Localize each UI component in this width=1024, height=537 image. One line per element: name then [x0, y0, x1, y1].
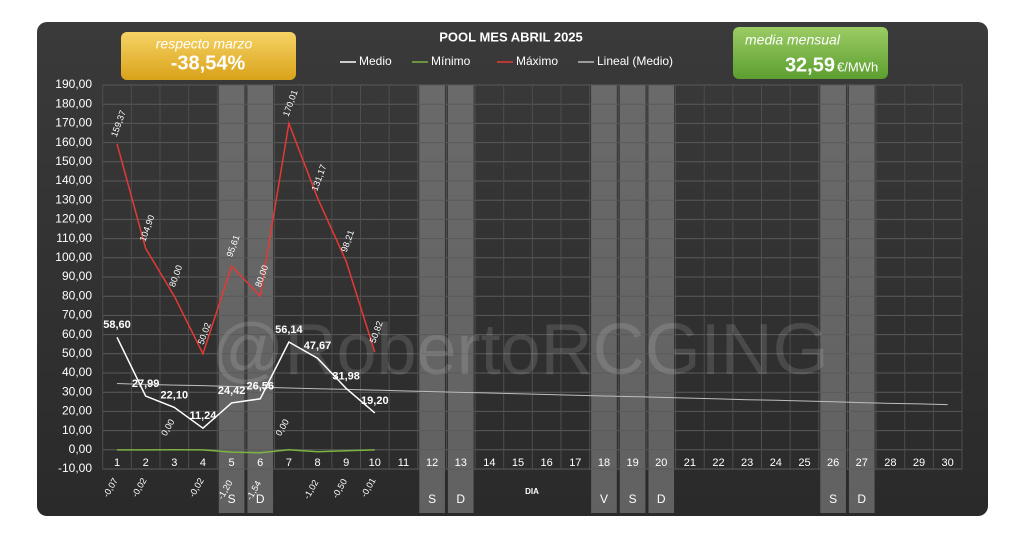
- chart-title: POOL MES ABRIL 2025: [439, 29, 583, 44]
- x-tick-label: 28: [884, 457, 896, 469]
- y-tick-label: 90,00: [62, 269, 92, 283]
- x-tick-label: 1: [114, 457, 120, 469]
- y-tick-label: 180,00: [55, 96, 92, 110]
- weekend-band: [619, 85, 646, 513]
- x-tick-label: 14: [483, 457, 495, 469]
- x-tick-label: 29: [913, 457, 925, 469]
- value-label: 47,67: [304, 340, 332, 352]
- y-tick-label: 30,00: [62, 384, 92, 398]
- y-tick-label: 130,00: [55, 192, 92, 206]
- weekend-label: S: [829, 492, 837, 506]
- y-tick-label: 160,00: [55, 135, 92, 149]
- x-tick-label: 20: [655, 457, 667, 469]
- y-tick-label: 140,00: [55, 173, 92, 187]
- x-tick-label: 21: [684, 457, 696, 469]
- y-tick-label: 120,00: [55, 212, 92, 226]
- value-label: 22,10: [161, 389, 189, 401]
- x-tick-label: 30: [942, 457, 954, 469]
- series-line: [116, 120, 376, 356]
- weekend-label: S: [228, 492, 236, 506]
- legend-label: Mínimo: [431, 54, 471, 68]
- value-label: 26,56: [246, 381, 274, 393]
- x-tick-label: 16: [541, 457, 553, 469]
- x-tick-label: 18: [598, 457, 610, 469]
- series-line: [117, 449, 375, 454]
- box-title: media mensual: [745, 32, 841, 48]
- weekend-band: [648, 85, 675, 513]
- x-tick-label: 12: [426, 457, 438, 469]
- x-tick-label: 25: [798, 457, 810, 469]
- value-label: 11,24: [189, 410, 217, 422]
- legend-label: Lineal (Medio): [597, 54, 673, 68]
- box-title: respecto marzo: [156, 36, 253, 52]
- x-tick-label: 13: [455, 457, 467, 469]
- x-tick-label: 6: [257, 457, 263, 469]
- y-tick-label: 10,00: [62, 423, 92, 437]
- y-tick-label: 170,00: [55, 116, 92, 130]
- box-value: 32,59: [785, 54, 835, 76]
- y-tick-label: 110,00: [56, 231, 92, 245]
- weekend-label: S: [629, 492, 637, 506]
- y-tick-label: 40,00: [62, 365, 92, 379]
- weekend-band: [591, 85, 617, 513]
- watermark: @RobertoRCGING: [211, 310, 828, 390]
- weekend-band: [419, 85, 445, 513]
- x-tick-label: 23: [741, 457, 753, 469]
- y-tick-label: 0,00: [69, 442, 93, 456]
- weekend-label: D: [857, 492, 866, 506]
- weekend-band: [447, 85, 474, 513]
- y-tick-label: 80,00: [62, 288, 92, 302]
- weekend-label: S: [428, 492, 436, 506]
- y-tick-label: 100,00: [55, 250, 92, 264]
- x-tick-label: 4: [200, 457, 206, 469]
- weekend-label: D: [256, 492, 265, 506]
- x-tick-label: 5: [229, 457, 235, 469]
- weekend-band: [848, 85, 875, 513]
- x-tick-label: 9: [343, 457, 349, 469]
- x-tick-label: 15: [512, 457, 524, 469]
- weekend-band: [218, 85, 245, 513]
- x-tick-label: 3: [171, 457, 177, 469]
- x-tick-label: 27: [856, 457, 868, 469]
- weekend-label: V: [600, 492, 608, 506]
- y-tick-label: 190,00: [55, 77, 92, 91]
- value-label: 27,99: [132, 378, 160, 390]
- y-tick-label: -10,00: [58, 461, 92, 475]
- y-tick-label: 50,00: [62, 346, 92, 360]
- x-tick-label: 17: [569, 457, 581, 469]
- x-tick-label: 10: [369, 457, 381, 469]
- value-label: 24,42: [218, 385, 246, 397]
- box-unit: €/MWh: [837, 59, 878, 74]
- series-line: [117, 383, 948, 406]
- value-label: 19,20: [361, 395, 389, 407]
- x-tick-label: 24: [770, 457, 782, 469]
- x-tick-label: 8: [314, 457, 320, 469]
- y-tick-label: 70,00: [62, 308, 92, 322]
- change-box: [121, 32, 296, 80]
- x-tick-label: 2: [143, 457, 149, 469]
- y-tick-label: 150,00: [55, 154, 92, 168]
- value-label: 58,60: [103, 319, 131, 331]
- x-tick-label: 26: [827, 457, 839, 469]
- x-tick-label: 7: [286, 457, 292, 469]
- value-label: 56,14: [275, 324, 303, 336]
- weekend-band: [820, 85, 846, 513]
- series-line: [116, 336, 376, 430]
- value-label: 31,98: [332, 370, 360, 382]
- x-tick-label: 19: [626, 457, 638, 469]
- weekend-label: D: [657, 492, 666, 506]
- legend-label: Máximo: [516, 54, 558, 68]
- x-axis-label: DIA: [525, 487, 539, 496]
- y-tick-label: 20,00: [62, 404, 92, 418]
- y-tick-label: 60,00: [62, 327, 92, 341]
- legend-label: Medio: [359, 54, 392, 68]
- weekend-band: [247, 85, 274, 513]
- mean-box: [733, 27, 888, 79]
- box-value: -38,54%: [171, 52, 246, 74]
- x-tick-label: 11: [398, 457, 409, 469]
- weekend-label: D: [456, 492, 465, 506]
- x-tick-label: 22: [712, 457, 724, 469]
